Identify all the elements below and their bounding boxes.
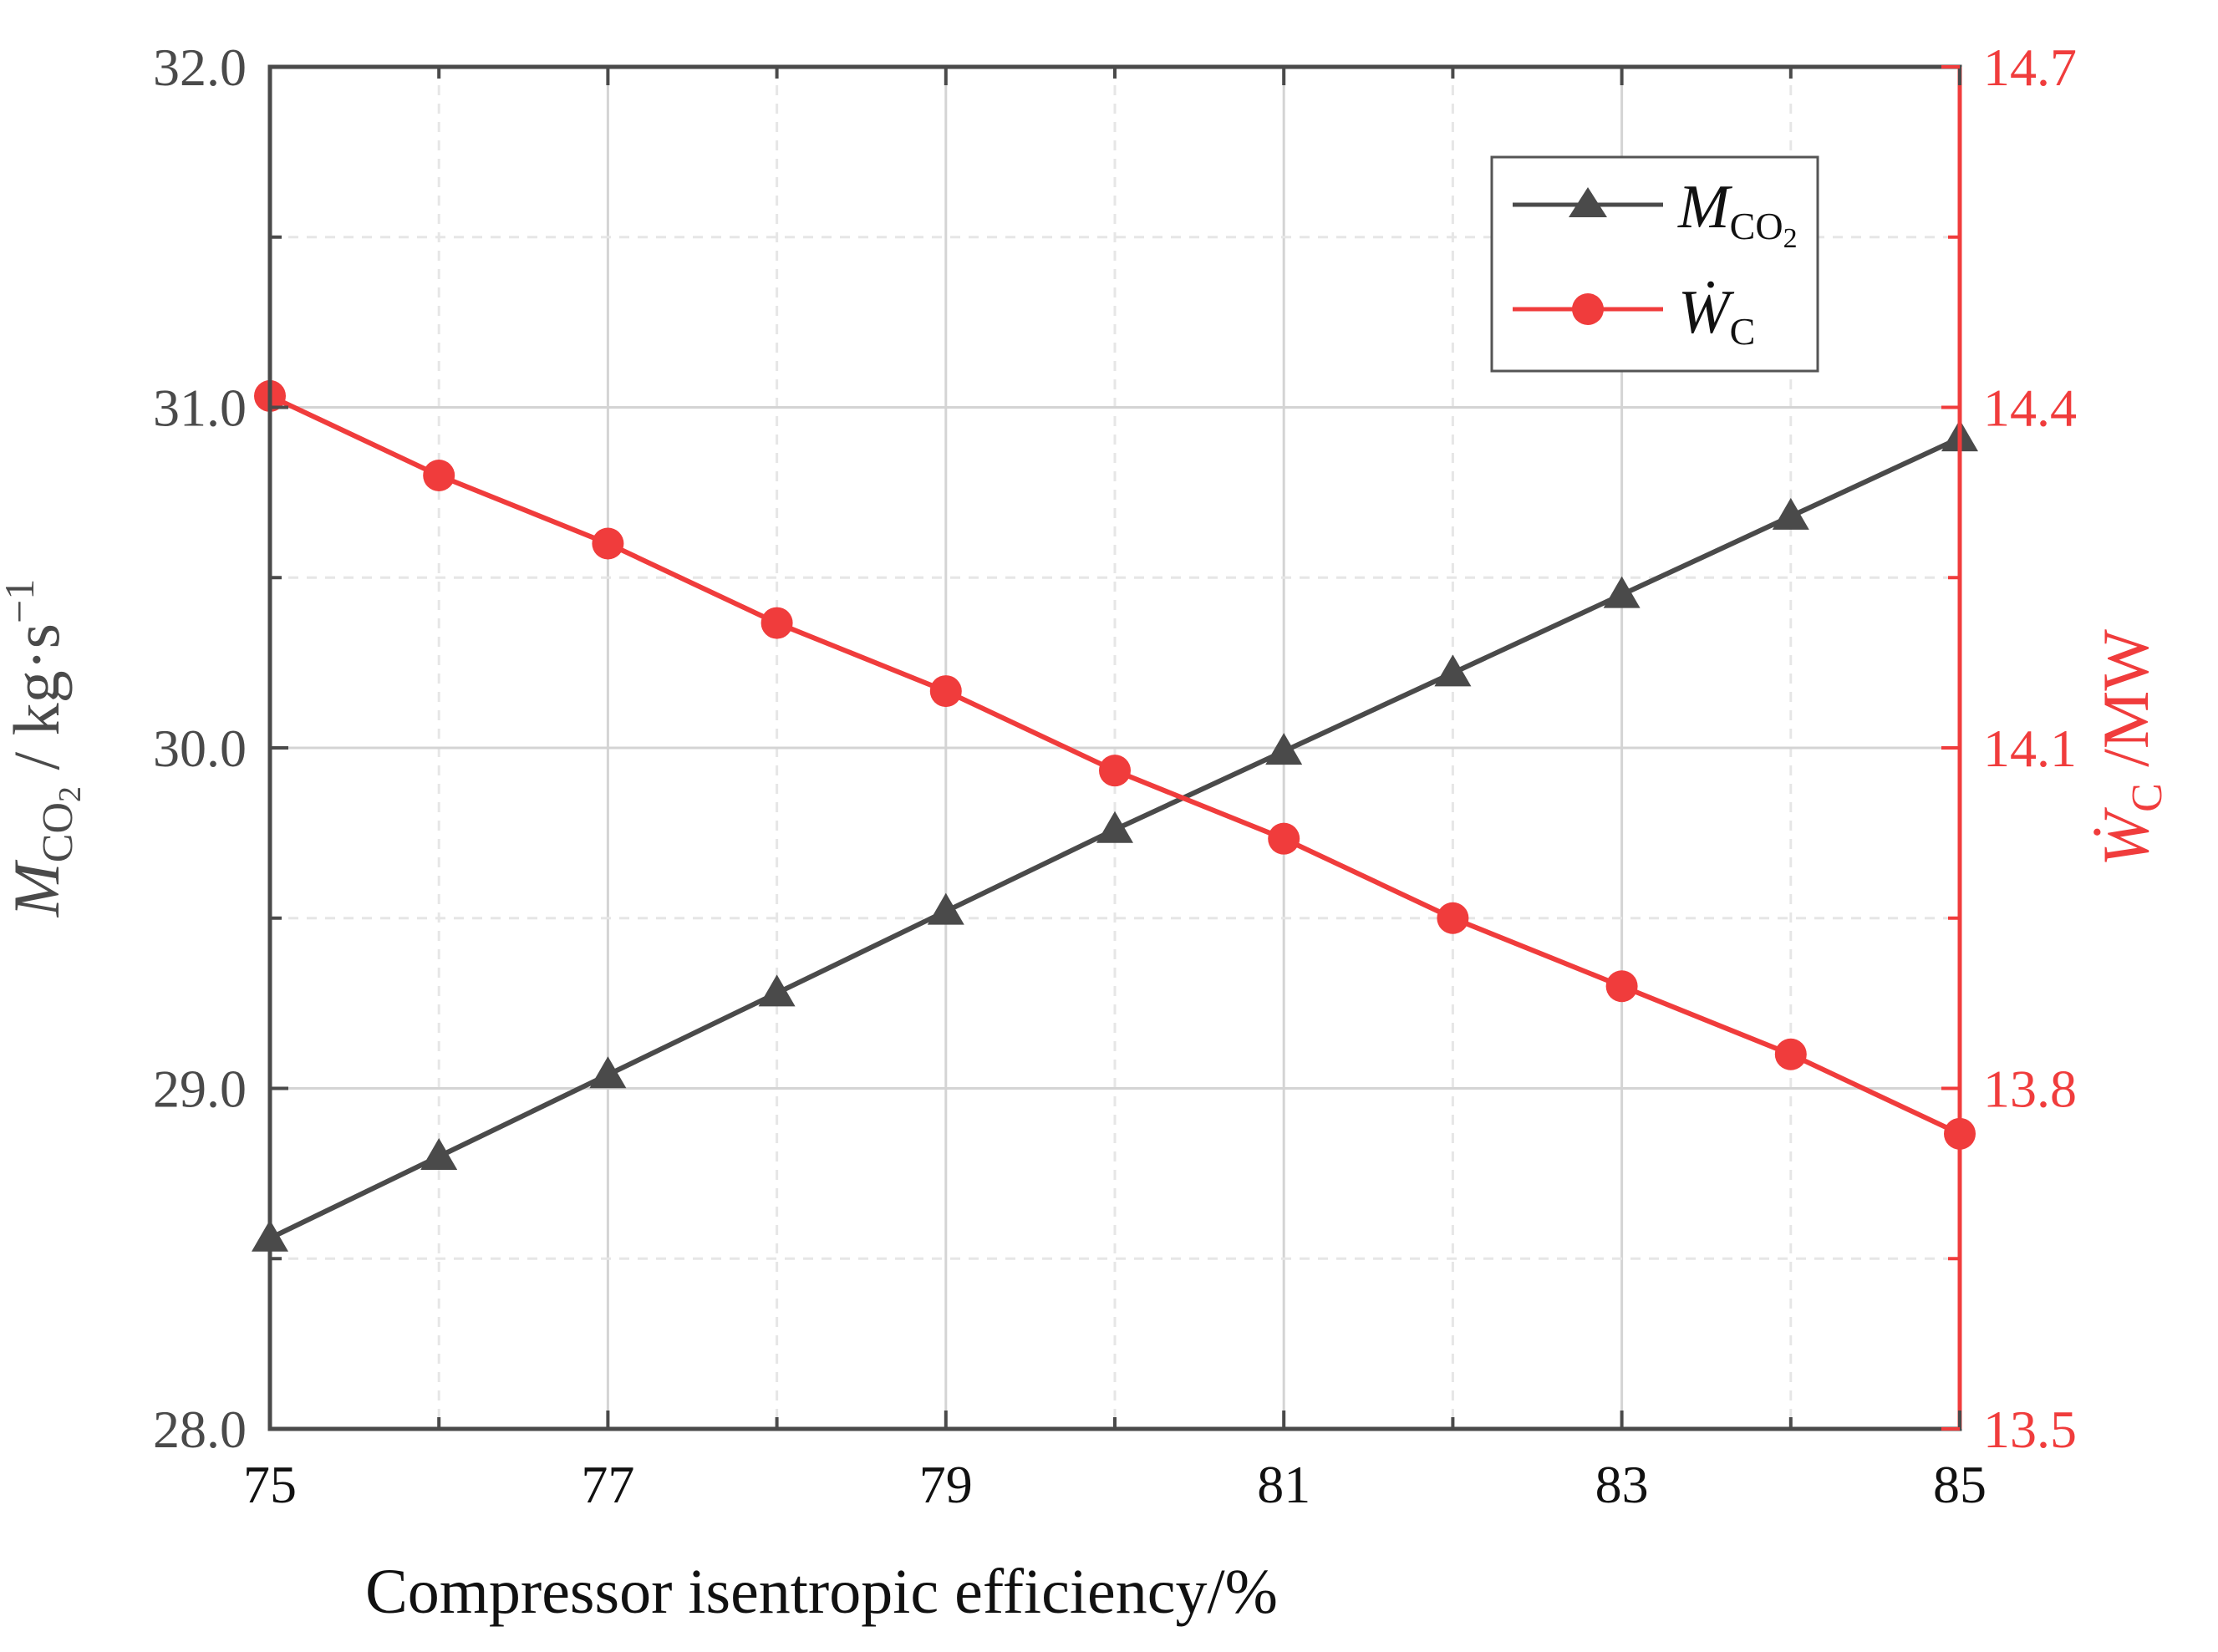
x-axis-title: Compressor isentropic efficiency/% [365, 1557, 1278, 1627]
right-axis-title: ẆC /MW [2089, 629, 2171, 867]
x-tick-label: 85 [1933, 1455, 1987, 1514]
data-point-M_CO2 [1265, 733, 1303, 765]
x-tick-label: 77 [581, 1455, 634, 1514]
y-right-tick-label: 14.4 [1983, 379, 2077, 438]
data-point-W_C [1437, 902, 1469, 934]
data-point-W_C [761, 607, 793, 639]
ticks [268, 65, 1961, 1431]
x-tick-label: 83 [1595, 1455, 1649, 1514]
data-point-W_C [1268, 822, 1300, 855]
y-right-tick-label: 13.8 [1983, 1060, 2077, 1119]
y-left-tick-label: 32.0 [153, 38, 247, 97]
y-left-tick-label: 30.0 [153, 719, 247, 778]
data-point-M_CO2 [1772, 497, 1809, 530]
data-point-M_CO2 [1096, 811, 1133, 843]
y-right-tick-label: 14.1 [1983, 719, 2077, 778]
svg-text:ẆC /MW: ẆC /MW [2089, 629, 2171, 867]
data-point-W_C [1099, 755, 1131, 787]
data-point-W_C [1605, 970, 1638, 1003]
data-point-M_CO2 [1434, 654, 1472, 687]
legend: MCO2 ẆC [1490, 155, 1819, 373]
data-point-M_CO2 [927, 892, 964, 925]
y-right-tick-label: 13.5 [1983, 1400, 2077, 1459]
data-point-M_CO2 [1603, 576, 1641, 608]
y-left-tick-label: 31.0 [153, 379, 247, 438]
x-tick-label: 81 [1257, 1455, 1310, 1514]
data-point-M_CO2 [758, 974, 796, 1007]
legend-marker-circle-icon [1572, 293, 1604, 325]
data-point-M_CO2 [420, 1138, 458, 1170]
legend-label-mco2: MCO2 [1677, 173, 1798, 254]
legend-box [1490, 155, 1819, 373]
tick-labels: 75 77 79 81 83 85 28.0 29.0 30.0 31.0 32.0 13.5 13.8… [153, 38, 2077, 1514]
y-right-tick-label: 14.7 [1983, 38, 2077, 97]
legend-label-wc: ẆC [1678, 278, 1755, 353]
left-axis-title: MCO2 / kg·s−1 [0, 579, 88, 917]
x-tick-label: 79 [919, 1455, 973, 1514]
y-left-tick-label: 28.0 [153, 1400, 247, 1459]
data-point-W_C [592, 527, 624, 560]
y-left-tick-label: 29.0 [153, 1060, 247, 1119]
data-point-W_C [1774, 1038, 1807, 1070]
svg-text:MCO2 / kg·s−1: MCO2 / kg·s−1 [0, 579, 88, 917]
data-point-W_C [929, 675, 962, 708]
data-point-M_CO2 [589, 1056, 627, 1089]
x-tick-label: 75 [243, 1455, 297, 1514]
legend-marker-triangle-icon [1569, 187, 1607, 217]
data-point-W_C [423, 460, 455, 491]
